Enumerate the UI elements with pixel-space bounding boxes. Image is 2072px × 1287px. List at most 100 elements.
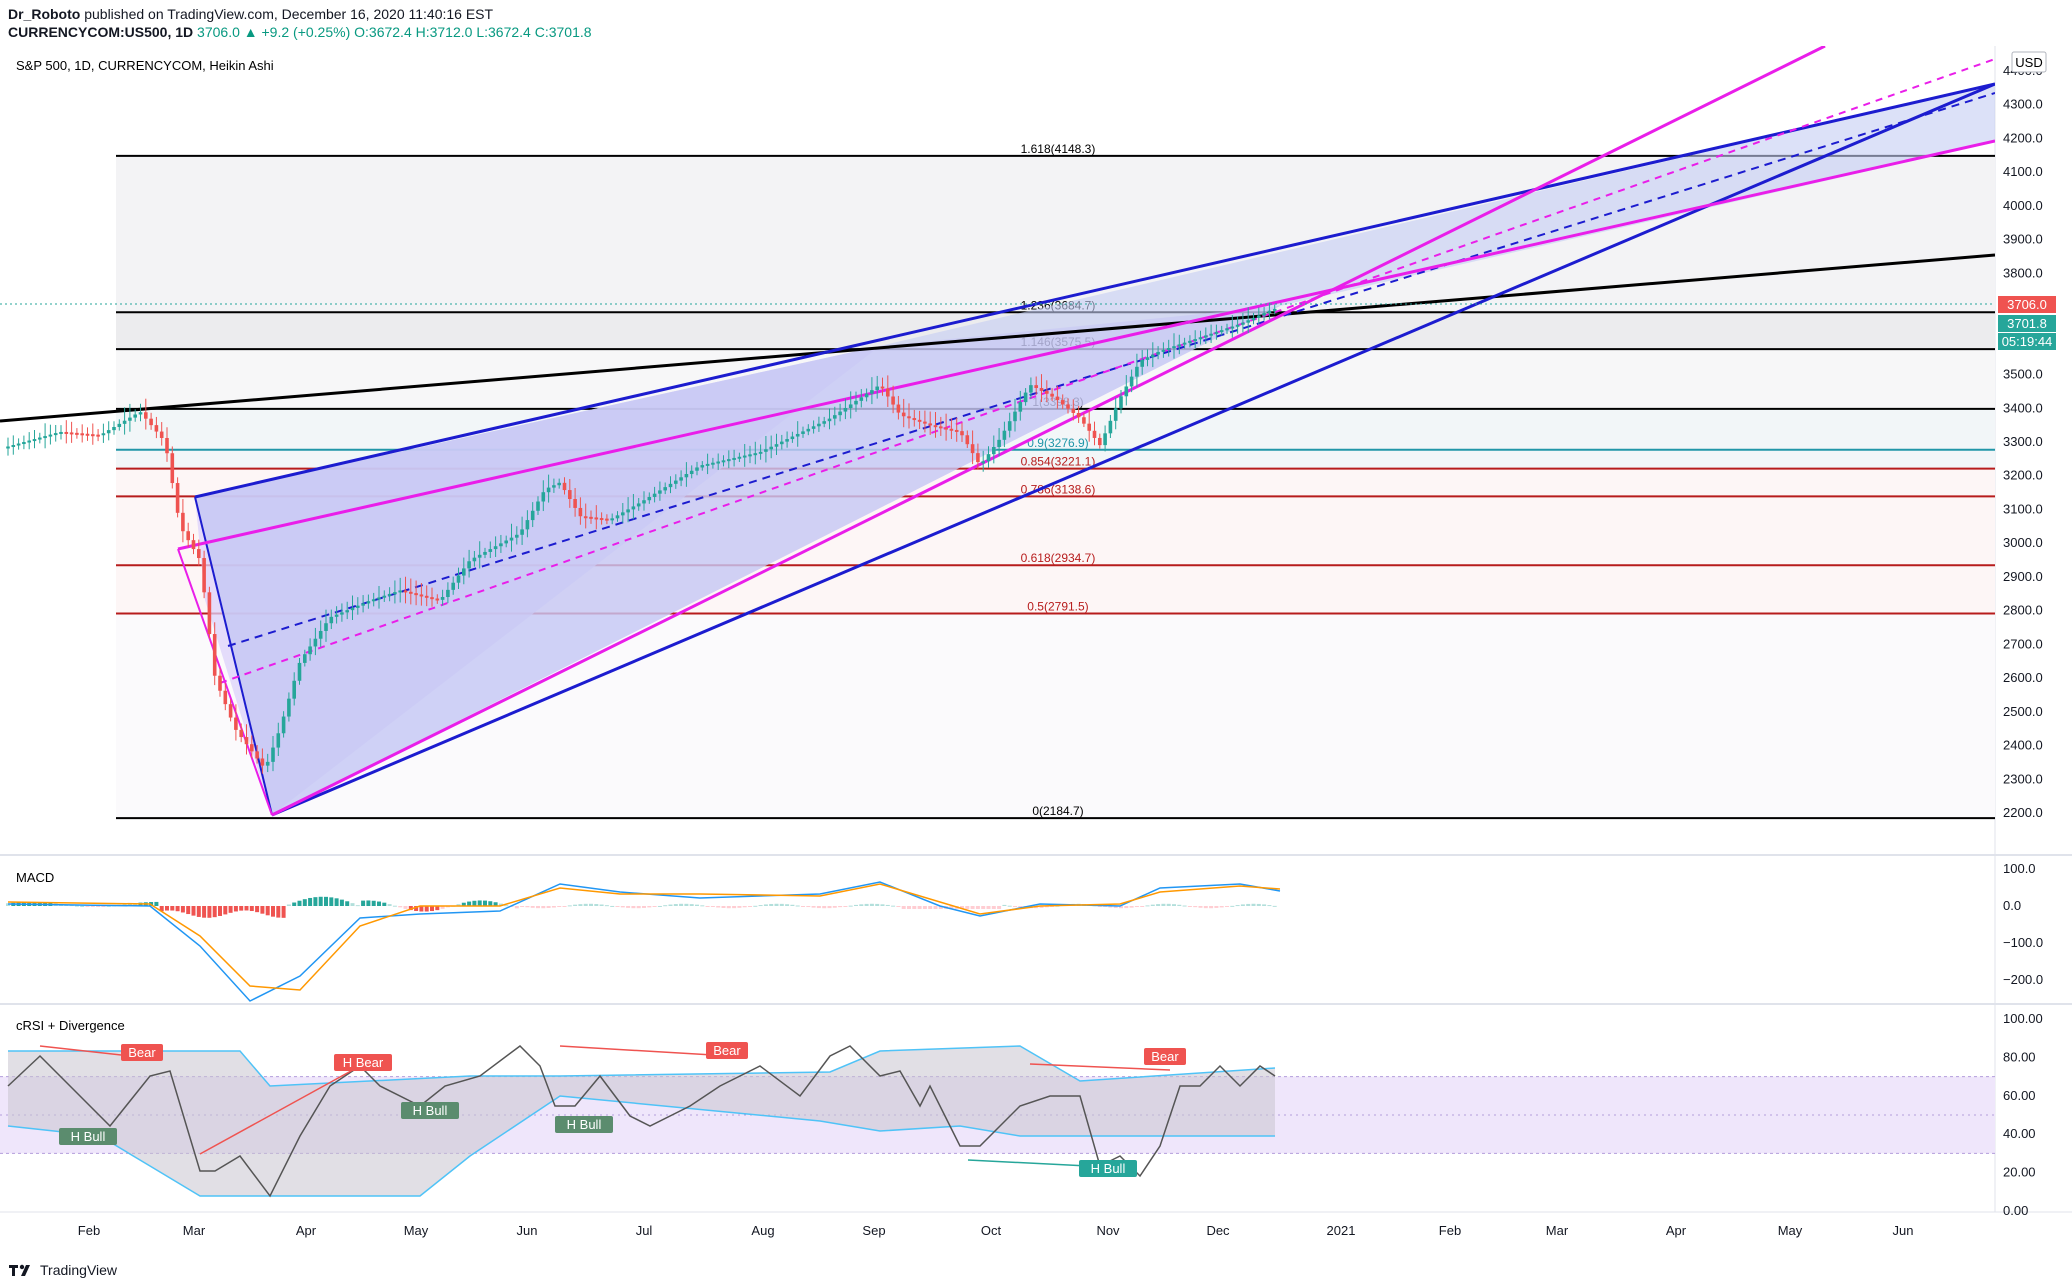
candle-body <box>748 454 752 457</box>
macd-histogram-bar <box>536 906 540 909</box>
macd-tick: 100.0 <box>2003 861 2036 876</box>
candle-body <box>626 509 630 513</box>
macd-histogram-bar <box>530 906 535 908</box>
macd-histogram-bar <box>133 903 138 906</box>
macd-histogram-bar <box>1013 906 1017 907</box>
candle-body <box>764 449 768 452</box>
macd-histogram-bar <box>80 905 85 907</box>
candle-body <box>599 518 604 521</box>
symbol-name[interactable]: CURRENCYCOM:US500, 1D <box>8 24 194 40</box>
candle-body <box>377 597 381 600</box>
macd-histogram-bar <box>249 906 254 912</box>
divergence-label-box <box>401 1102 459 1119</box>
candle-body <box>128 417 132 421</box>
candle-body <box>864 393 869 398</box>
main-price-pane[interactable]: 1.618(4148.3)1.236(3684.7)1.146(3575.5)1… <box>0 46 1995 820</box>
candle-body <box>1193 339 1197 342</box>
candle-body <box>875 386 879 391</box>
candle-body <box>721 460 726 463</box>
divergence-label: Bear <box>713 1043 741 1058</box>
macd-histogram-bar <box>567 905 572 907</box>
macd-histogram-bar <box>1193 906 1198 908</box>
price-axis[interactable]: 4400.04300.04200.04100.04000.03900.03800… <box>2003 63 2043 820</box>
candle-body <box>711 462 715 465</box>
candle-body <box>96 434 100 437</box>
candle-body <box>366 601 371 604</box>
time-tick: Nov <box>1096 1223 1120 1238</box>
candle-body <box>753 453 758 456</box>
candle-body <box>1166 348 1171 351</box>
time-axis[interactable]: Feb Mar Apr May Jun Jul Aug Sep Oct Nov Dec 2021 Feb… <box>78 1223 1914 1238</box>
chart-canvas[interactable]: 1.618(4148.3)1.236(3684.7)1.146(3575.5)1… <box>0 46 2072 1262</box>
bear-divergence-line <box>559 1045 731 1057</box>
candle-body <box>658 490 662 494</box>
candle-body <box>382 595 387 598</box>
candle-body <box>1177 344 1182 347</box>
candle-body <box>1204 335 1208 338</box>
macd-histogram-bar <box>668 904 673 906</box>
macd-tick: −100.0 <box>2003 935 2043 950</box>
macd-histogram-bar <box>281 906 286 918</box>
author-name[interactable]: Dr_Roboto <box>8 6 81 22</box>
candle-body <box>1145 357 1150 360</box>
crsi-pane[interactable]: 100.00 80.00 60.00 40.00 20.00 0.00 Bear H Bear… <box>0 1011 2043 1218</box>
macd-histogram-bar <box>917 906 922 909</box>
macd-histogram-bar <box>175 906 180 912</box>
macd-histogram-bar <box>981 906 986 909</box>
currency-box[interactable] <box>2011 51 2047 73</box>
macd-histogram-bar <box>520 906 525 907</box>
candle-body <box>536 501 540 511</box>
candle-body <box>345 610 349 613</box>
macd-histogram-bar <box>1225 906 1229 907</box>
macd-histogram-bar <box>329 897 334 906</box>
macd-histogram-bar <box>922 906 927 909</box>
macd-histogram-bar <box>488 901 493 906</box>
macd-histogram-bar <box>869 903 874 906</box>
channel-fill <box>195 84 1995 815</box>
candle-body <box>1251 317 1256 321</box>
macd-line <box>7 881 1281 1002</box>
candle-body <box>91 434 95 437</box>
candle-body <box>170 453 175 484</box>
footer-brand[interactable]: TradingView <box>40 1262 118 1278</box>
divergence-label: H Bear <box>343 1055 384 1070</box>
candle-body <box>870 390 874 394</box>
macd-histogram-bar <box>170 906 175 911</box>
price-tick: 4200.0 <box>2003 130 2043 145</box>
candle-body <box>679 477 683 481</box>
macd-histogram-bar <box>790 904 795 906</box>
candle-body <box>175 483 180 513</box>
tradingview-logo-icon[interactable] <box>8 1263 34 1277</box>
candle-body <box>737 456 742 459</box>
candle-body <box>419 594 424 597</box>
macd-histogram-bar <box>498 903 503 906</box>
candle-body <box>1214 331 1219 334</box>
macd-tick: 0.0 <box>2003 898 2021 913</box>
macd-histogram-bar <box>90 906 95 907</box>
price-tick: 2800.0 <box>2003 603 2043 618</box>
candle-body <box>276 733 281 748</box>
macd-histogram-bar <box>642 906 646 908</box>
candle-body <box>727 459 731 462</box>
time-tick: Dec <box>1206 1223 1230 1238</box>
candle-body <box>562 482 567 491</box>
macd-histogram-bar <box>191 906 196 916</box>
candle-body <box>552 485 556 488</box>
candle-body <box>329 616 334 624</box>
macd-histogram-bar <box>801 906 805 907</box>
candle-body <box>1188 340 1192 343</box>
pitchfork-upper-line <box>177 139 1995 551</box>
macd-pane[interactable]: 100.0 0.0 −100.0 −200.0 <box>6 861 2043 1002</box>
macd-histogram-bar <box>573 904 578 906</box>
macd-histogram-bar <box>859 904 864 906</box>
candle-body <box>387 593 392 596</box>
candle-body <box>265 761 270 766</box>
candle-body <box>573 498 577 508</box>
macd-histogram-bar <box>1007 905 1012 907</box>
candle-body <box>32 439 37 442</box>
candle-body <box>409 591 413 594</box>
candle-body <box>64 431 69 434</box>
macd-histogram-bar <box>1177 904 1182 906</box>
crsi-tick: 80.00 <box>2003 1049 2036 1064</box>
macd-histogram-bar <box>127 903 132 906</box>
